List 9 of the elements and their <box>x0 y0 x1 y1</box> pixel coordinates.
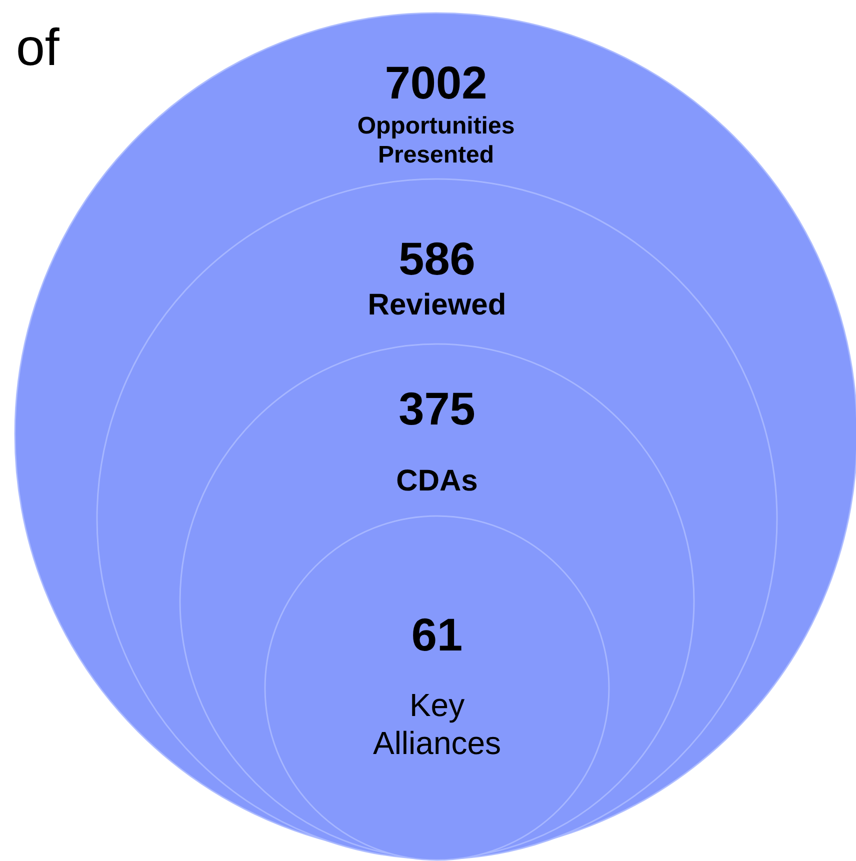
category-label: Opportunities Presented <box>357 112 515 168</box>
category-label: Key Alliances <box>372 686 502 762</box>
category-label: CDAs <box>396 464 478 498</box>
data-label: 586 <box>398 232 476 285</box>
data-label: 61 <box>411 608 463 661</box>
category-label: Reviewed <box>368 288 506 322</box>
data-label: 7002 <box>384 56 488 109</box>
text: of <box>16 19 60 77</box>
data-label: 375 <box>398 382 476 435</box>
